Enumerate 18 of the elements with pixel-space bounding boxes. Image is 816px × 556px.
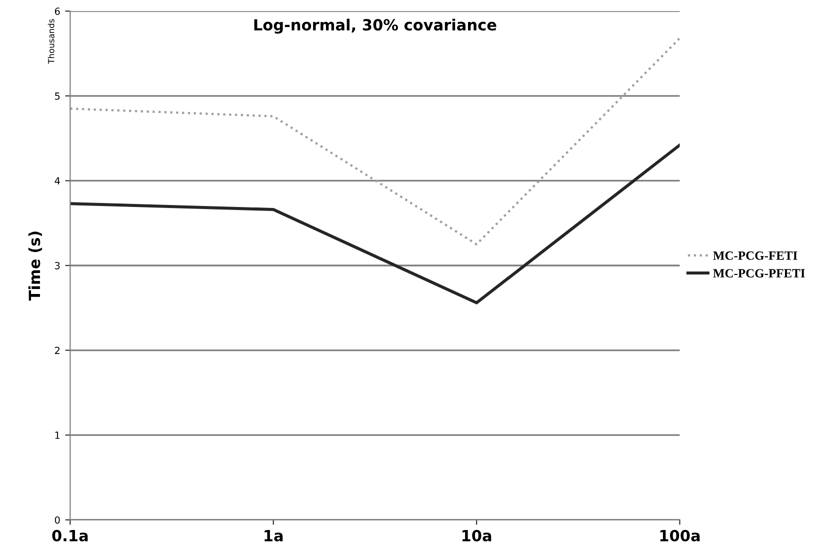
y-tick-label: 2 <box>54 346 60 354</box>
legend-label: MC-PCG-FETI <box>713 251 798 260</box>
y-tick-label: 6 <box>54 8 60 15</box>
x-tick-label: 0.1a <box>52 530 88 542</box>
x-tick-label: 10a <box>462 530 492 542</box>
y-tick-label: 5 <box>55 92 60 100</box>
line-series <box>70 144 680 304</box>
x-tick-label: 1a <box>264 530 283 542</box>
legend-label: MC-PCG-PFETI <box>713 269 805 278</box>
y-tick-label: 1 <box>55 432 60 439</box>
y-tick-label: 0 <box>54 516 60 524</box>
line-series <box>70 37 680 246</box>
y-tick-label: 3 <box>55 262 60 270</box>
y-axis-title: Time (s) <box>28 232 42 301</box>
y-tick-label: 4 <box>54 177 60 184</box>
text: Thousands <box>48 19 54 64</box>
x-tick-label: 100a <box>660 530 700 542</box>
chart-title: Log-normal, 30% covariance <box>254 18 496 34</box>
